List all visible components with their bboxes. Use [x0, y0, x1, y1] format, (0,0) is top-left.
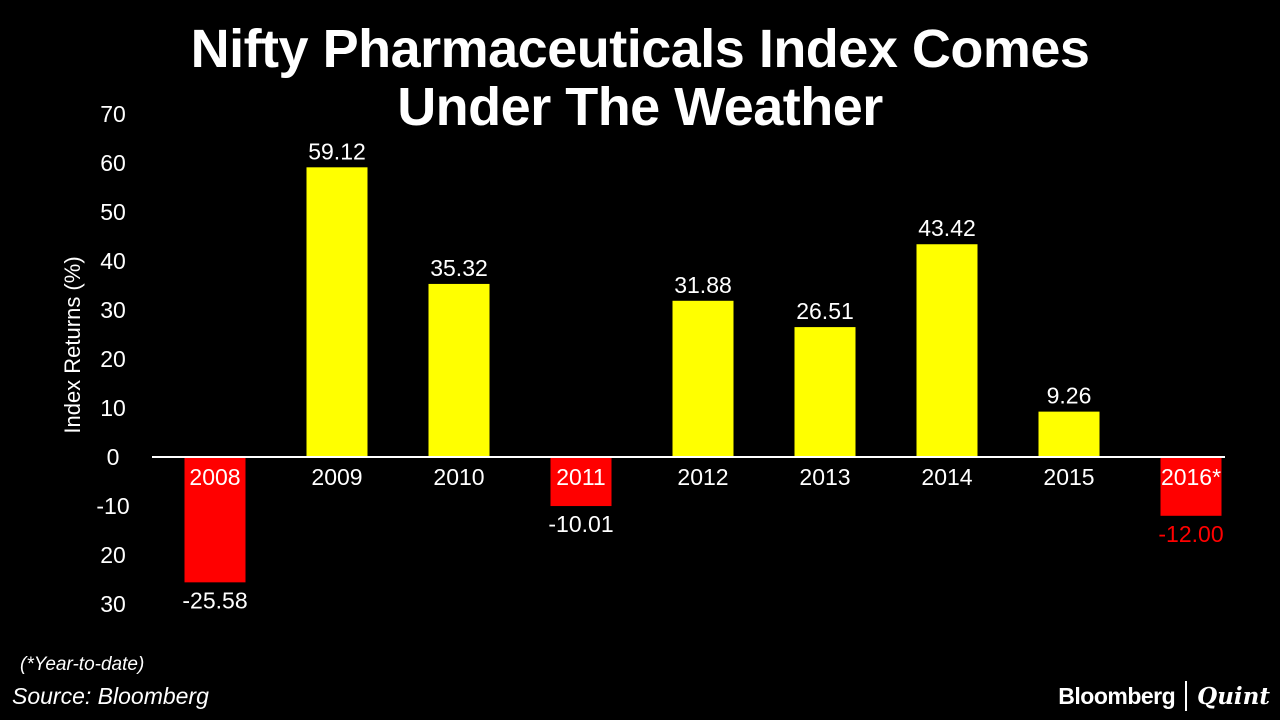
y-axis-label: Index Returns (%) — [60, 256, 85, 433]
y-tick-label: 40 — [100, 248, 126, 274]
x-tick-label: 2011 — [556, 464, 605, 490]
data-label: 43.42 — [918, 215, 976, 241]
brand-divider — [1185, 681, 1188, 711]
x-tick-label: 2014 — [921, 464, 972, 490]
data-label: -10.01 — [548, 511, 613, 537]
x-tick-label: 2008 — [189, 464, 240, 490]
bar-2012 — [672, 300, 734, 457]
bar-2009 — [306, 167, 368, 457]
x-tick-label: 2012 — [677, 464, 728, 490]
y-tick-label: 0 — [107, 444, 120, 470]
brand-bloomberg: Bloomberg — [1058, 682, 1176, 709]
bar-2011 — [550, 457, 612, 507]
bar-2013 — [794, 327, 856, 457]
y-tick-label: 60 — [100, 150, 126, 176]
chart-title-line-2: Under The Weather — [397, 77, 883, 137]
brand-quint: Quint — [1197, 682, 1270, 710]
x-tick-label: 2013 — [799, 464, 850, 490]
source-note: Source: Bloomberg — [12, 683, 209, 709]
bar-2010 — [428, 283, 490, 457]
y-tick-label: -10 — [96, 493, 129, 519]
y-tick-label: 70 — [100, 101, 126, 127]
data-label: 9.26 — [1047, 383, 1092, 409]
bar-2016 — [1160, 457, 1222, 516]
footnote: (*Year-to-date) — [20, 654, 145, 675]
x-tick-label: 2010 — [433, 464, 484, 490]
x-tick-label: 2016* — [1161, 464, 1221, 490]
data-label: 26.51 — [796, 298, 854, 324]
y-tick-label: 50 — [100, 199, 126, 225]
y-tick-label: 30 — [100, 297, 126, 323]
y-tick-label: 10 — [100, 395, 126, 421]
y-tick-label: 20 — [100, 346, 126, 372]
bar-2008 — [184, 457, 246, 583]
brand-logo: Bloomberg Quint — [1058, 681, 1270, 711]
chart-title-line-1: Nifty Pharmaceuticals Index Comes — [190, 19, 1090, 79]
data-label: 59.12 — [308, 138, 366, 164]
x-tick-label: 2015 — [1043, 464, 1094, 490]
data-label: 35.32 — [430, 255, 488, 281]
bar-2014 — [916, 244, 978, 457]
data-label: -12.00 — [1158, 521, 1223, 547]
x-tick-label: 2009 — [311, 464, 362, 490]
y-tick-label: 20 — [100, 542, 126, 568]
y-tick-label: 30 — [100, 591, 126, 617]
data-label: 31.88 — [674, 272, 732, 298]
data-label: -25.58 — [182, 587, 247, 613]
bar-2015 — [1038, 411, 1100, 457]
